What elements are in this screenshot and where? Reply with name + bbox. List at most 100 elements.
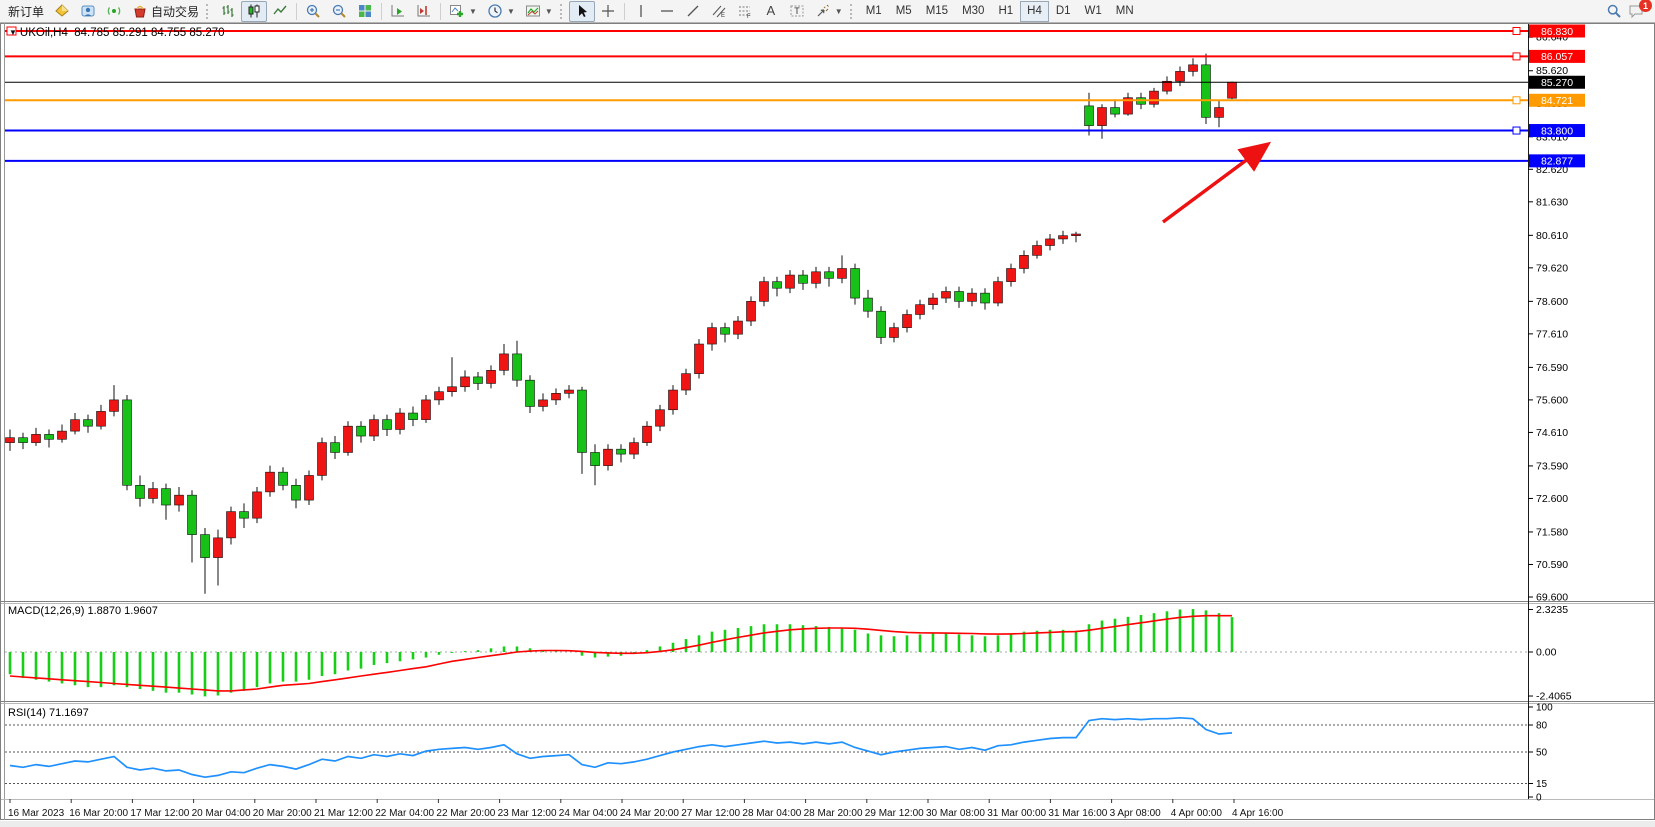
timeframe-d1[interactable]: D1	[1055, 5, 1071, 17]
cursor-button[interactable]	[568, 0, 595, 22]
bar-chart-button[interactable]	[215, 1, 241, 22]
candles	[5, 53, 1237, 594]
zoom-out-icon	[331, 3, 347, 19]
candle	[577, 386, 587, 474]
indicators-icon	[449, 3, 465, 19]
search-icon[interactable]	[1606, 3, 1622, 19]
timeframe-h1[interactable]: H1	[998, 5, 1014, 17]
rsi-axis-label: 100	[1536, 703, 1553, 714]
periods-button[interactable]: ▼	[482, 1, 520, 22]
tile-windows-button[interactable]	[352, 1, 378, 22]
time-axis-label: 20 Mar 20:00	[253, 808, 312, 819]
templates-button[interactable]: ▼	[520, 1, 558, 22]
candle	[876, 306, 886, 345]
candlestick-chart-icon	[246, 3, 262, 19]
candle	[356, 421, 366, 443]
trendline-button[interactable]	[680, 1, 706, 22]
toolbar-separator	[440, 2, 442, 20]
svg-text:F: F	[747, 14, 751, 19]
candle	[759, 276, 769, 307]
algo-trading-button[interactable]: 自动交易	[127, 1, 204, 22]
horizontal-line-button[interactable]	[654, 1, 680, 22]
line-handle[interactable]	[1512, 96, 1521, 105]
svg-text:E: E	[721, 13, 725, 19]
arrows-button[interactable]: ▼	[810, 1, 848, 22]
candle	[928, 293, 938, 310]
candle	[213, 529, 223, 586]
chart-dropdown-icon[interactable]: ▼	[9, 28, 17, 37]
notifications-button[interactable]: 1	[1628, 0, 1652, 19]
candle	[148, 482, 158, 504]
line-handle[interactable]	[1512, 27, 1521, 35]
signals-button[interactable]	[101, 1, 127, 22]
timeframe-h4[interactable]: H4	[1020, 0, 1049, 22]
main-toolbar: 新订单 自动交易	[0, 0, 1655, 23]
candle	[720, 322, 730, 343]
toolbar-right-zone: 1	[1606, 0, 1652, 19]
equidistant-channel-button[interactable]: E	[706, 1, 732, 22]
candlestick-chart-button[interactable]	[241, 0, 268, 22]
vertical-line-button[interactable]	[628, 1, 654, 22]
time-axis-label: 28 Mar 04:00	[742, 808, 801, 819]
notification-badge: 1	[1639, 0, 1652, 12]
price-badge-label: 82.877	[1541, 156, 1573, 168]
price-tick-label: 85.620	[1536, 65, 1568, 77]
price-tick-label: 81.630	[1536, 196, 1568, 208]
candle	[668, 385, 678, 415]
candle	[954, 286, 964, 308]
candle	[447, 357, 457, 397]
chart-shift-button[interactable]	[411, 1, 437, 22]
rsi-axis-label: 15	[1536, 779, 1548, 790]
svg-text:T: T	[794, 6, 800, 16]
line-chart-button[interactable]	[267, 1, 293, 22]
indicators-button[interactable]: ▼	[444, 1, 482, 22]
price-badge	[1529, 75, 1585, 89]
candle	[57, 424, 67, 443]
toolbar-separator	[381, 2, 383, 20]
candle	[642, 421, 652, 446]
candle	[1175, 66, 1185, 87]
candle	[408, 406, 418, 427]
price-tick-label: 77.610	[1536, 328, 1568, 340]
macd-axis-label: 2.3235	[1536, 604, 1568, 616]
macd-panel: 2.3235 0.00 -2.4065	[5, 604, 1572, 703]
candle	[44, 429, 54, 448]
candle	[369, 414, 379, 441]
candle	[915, 299, 925, 320]
timeframe-w1[interactable]: W1	[1084, 5, 1102, 17]
bar-chart-icon	[220, 3, 236, 19]
macd-axis-label: -2.4065	[1536, 691, 1572, 703]
candle	[278, 467, 288, 491]
text-button[interactable]: A	[758, 1, 784, 22]
timeframe-group: M1 M5 M15 M30 H1 H4 D1 W1 MN	[859, 0, 1141, 22]
timeframe-mn[interactable]: MN	[1115, 5, 1134, 17]
line-handle[interactable]	[1512, 52, 1521, 61]
auto-scroll-button[interactable]	[385, 1, 411, 22]
market-watch-button[interactable]	[49, 1, 75, 22]
new-order-button[interactable]: 新订单	[3, 1, 49, 22]
crosshair-button[interactable]	[595, 1, 621, 22]
line-handle[interactable]	[6, 26, 17, 36]
community-button[interactable]	[75, 1, 101, 22]
price-badge-label: 83.800	[1541, 125, 1573, 137]
timeframe-m15[interactable]: M15	[925, 5, 949, 17]
zoom-out-button[interactable]	[326, 1, 352, 22]
timeframe-m1[interactable]: M1	[865, 5, 882, 17]
candle	[590, 444, 600, 486]
trend-arrow-annotation[interactable]	[1161, 141, 1272, 224]
text-label-button[interactable]: T	[784, 1, 810, 22]
signals-icon	[106, 3, 122, 19]
time-axis-label: 30 Mar 08:00	[926, 808, 985, 819]
candle	[525, 375, 535, 414]
zoom-in-button[interactable]	[300, 1, 326, 22]
candle	[1019, 250, 1029, 274]
price-badge	[1529, 24, 1585, 38]
candle	[772, 276, 782, 297]
time-axis-label: 22 Mar 20:00	[436, 808, 495, 819]
candle	[1045, 234, 1055, 251]
timeframe-m5[interactable]: M5	[895, 5, 912, 17]
timeframe-m30[interactable]: M30	[962, 5, 985, 17]
candle	[395, 408, 405, 435]
line-handle[interactable]	[1512, 126, 1521, 135]
fibonacci-button[interactable]: F	[732, 1, 758, 22]
